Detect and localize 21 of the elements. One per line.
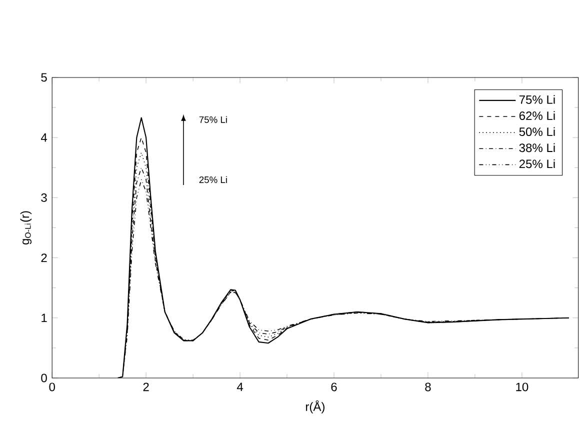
x-axis-title: r(Å) xyxy=(306,400,324,414)
y-axis-title: g$_{O-Li}$(r) xyxy=(20,211,32,244)
legend-label: 50% Li xyxy=(519,127,555,136)
x-tick-label: 2 xyxy=(143,382,149,392)
x-tick-label: 4 xyxy=(236,382,244,391)
annotation: 25% Li xyxy=(199,176,227,184)
legend-label: 25% Li xyxy=(519,159,555,168)
y-tick-label: 5 xyxy=(41,73,47,82)
y-tick-label: 4 xyxy=(40,133,48,142)
annotation: 75% Li xyxy=(199,116,227,123)
y-tick-label: 0 xyxy=(41,374,47,382)
legend-label: 62% Li xyxy=(519,111,555,120)
y-tick-label: 1 xyxy=(42,314,47,322)
y-tick-label: 3 xyxy=(41,193,47,202)
x-tick-label: 10 xyxy=(516,382,528,392)
legend-label: 75% Li xyxy=(519,95,555,104)
x-tick-label: 8 xyxy=(425,382,431,392)
legend-label: 38% Li xyxy=(519,143,555,152)
x-tick-label: 6 xyxy=(331,382,337,392)
x-tick-label: 0 xyxy=(49,382,55,392)
y-tick-label: 2 xyxy=(41,254,47,262)
